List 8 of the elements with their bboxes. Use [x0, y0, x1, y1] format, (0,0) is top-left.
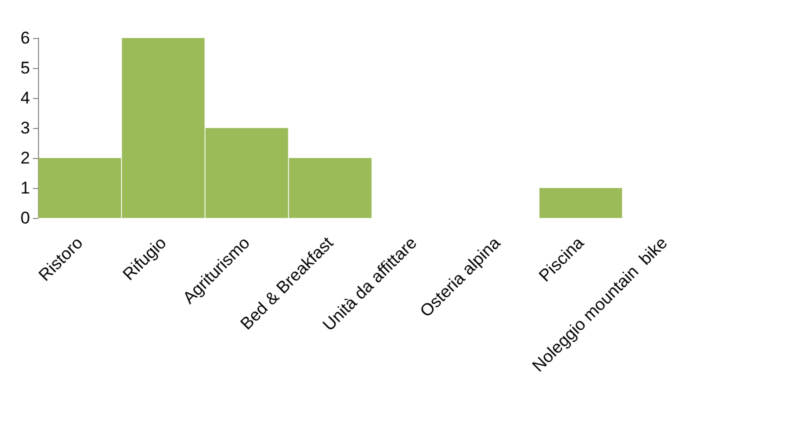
y-tick-label: 6	[20, 28, 30, 48]
y-tick-label: 3	[20, 118, 30, 138]
y-tick-label: 0	[20, 208, 30, 228]
bar	[539, 188, 622, 218]
y-tick-label: 2	[20, 148, 30, 168]
y-tick-label: 5	[20, 58, 30, 78]
y-tick-label: 4	[20, 88, 30, 108]
y-tick-label: 1	[20, 178, 30, 198]
